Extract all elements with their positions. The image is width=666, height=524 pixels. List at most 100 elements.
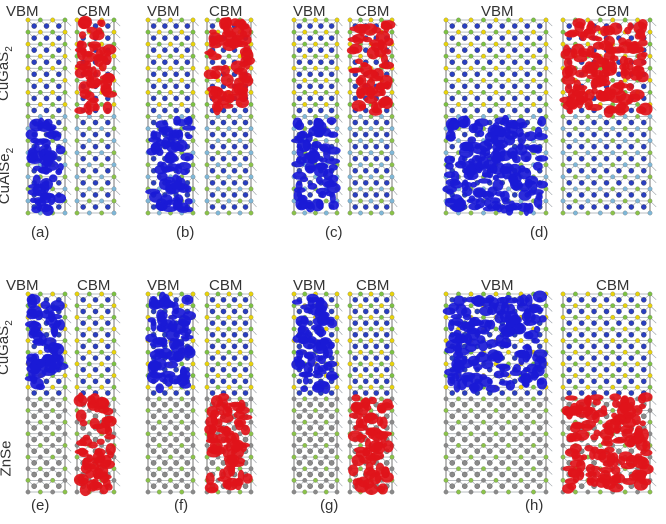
atom xyxy=(648,30,652,34)
cbm-isosurface-lobe xyxy=(74,394,88,406)
atom xyxy=(329,60,334,65)
atom xyxy=(544,163,548,167)
atom xyxy=(44,425,49,430)
vbm-isosurface-lobe xyxy=(156,148,164,156)
vbm-isosurface-lobe xyxy=(534,196,543,207)
atom xyxy=(56,414,61,419)
atom xyxy=(506,42,510,46)
atom xyxy=(50,78,54,82)
atom xyxy=(616,156,621,161)
atom xyxy=(81,367,86,372)
atom xyxy=(99,150,103,154)
atom xyxy=(308,192,313,197)
atom xyxy=(303,30,307,34)
atom xyxy=(50,432,54,436)
atom xyxy=(450,144,455,149)
atom xyxy=(168,78,172,82)
cbm-isosurface-lobe xyxy=(367,47,380,60)
cbm-isosurface-lobe xyxy=(84,60,91,69)
vbm-isosurface-lobe xyxy=(484,139,494,147)
atom xyxy=(303,78,307,82)
atom xyxy=(579,180,584,185)
atom xyxy=(105,35,110,40)
atom xyxy=(191,18,195,22)
cbm-isosurface-lobe xyxy=(633,59,647,67)
atom xyxy=(335,30,339,34)
cbm-isosurface-lobe xyxy=(358,24,370,31)
atom xyxy=(641,192,646,197)
atom xyxy=(348,199,352,203)
atom xyxy=(611,126,615,130)
atom xyxy=(598,138,602,142)
atom xyxy=(561,126,565,130)
atom xyxy=(180,54,184,58)
atom xyxy=(384,192,389,197)
atom xyxy=(379,187,383,191)
vbm-isosurface-lobe xyxy=(461,141,473,150)
atom xyxy=(146,30,150,34)
atom xyxy=(157,66,161,70)
vbm-isosurface-lobe xyxy=(463,167,477,176)
atom xyxy=(598,187,602,191)
vbm-isosurface-lobe xyxy=(444,156,455,165)
vbm-isosurface-lobe xyxy=(45,356,56,368)
atom xyxy=(157,54,161,58)
atom xyxy=(329,35,334,40)
atom xyxy=(227,211,231,215)
atom xyxy=(519,18,523,22)
atom xyxy=(512,96,517,101)
atom xyxy=(227,187,231,191)
atom xyxy=(519,30,523,34)
atom xyxy=(238,126,242,130)
atom xyxy=(313,211,317,215)
atom xyxy=(50,30,54,34)
atom xyxy=(75,385,79,389)
atom xyxy=(38,478,42,482)
atom xyxy=(38,30,42,34)
atom xyxy=(38,42,42,46)
atom xyxy=(157,78,161,82)
atom xyxy=(579,120,584,125)
cbm-isosurface-lobe xyxy=(586,23,592,33)
atom xyxy=(444,54,448,58)
atom xyxy=(32,48,37,53)
atom xyxy=(99,373,103,377)
vbm-isosurface-lobe xyxy=(29,321,42,331)
atom xyxy=(210,23,215,28)
atom xyxy=(56,379,61,384)
atom xyxy=(210,204,215,209)
atom xyxy=(481,211,485,215)
atom xyxy=(297,96,302,101)
cbm-isosurface-lobe xyxy=(621,70,629,76)
vbm-isosurface-lobe xyxy=(316,188,330,195)
atom xyxy=(390,199,394,203)
atom xyxy=(151,48,156,53)
atom xyxy=(456,66,460,70)
atom xyxy=(611,150,615,154)
atom xyxy=(481,30,485,34)
cbm-isosurface-lobe xyxy=(588,35,599,40)
atom xyxy=(162,96,167,101)
atom xyxy=(56,48,61,53)
vbm-isosurface-lobe xyxy=(473,187,486,198)
cbm-isosurface-lobe xyxy=(349,44,362,54)
atom xyxy=(105,344,110,349)
atom xyxy=(313,54,317,58)
atom xyxy=(191,138,195,142)
cbm-isosurface-lobe xyxy=(234,19,247,27)
atom xyxy=(512,72,517,77)
atom xyxy=(243,192,248,197)
atom xyxy=(105,168,110,173)
cbm-isosurface-lobe xyxy=(585,98,593,110)
cbm-isosurface-lobe xyxy=(562,75,576,85)
atom xyxy=(537,48,542,53)
atom xyxy=(384,204,389,209)
atom xyxy=(641,156,646,161)
atom xyxy=(32,84,37,89)
cbm-isosurface-lobe xyxy=(564,66,573,76)
atom xyxy=(243,204,248,209)
atom xyxy=(99,303,103,307)
vbm-isosurface-lobe xyxy=(450,194,462,204)
atom xyxy=(151,180,156,185)
atom xyxy=(308,48,313,53)
